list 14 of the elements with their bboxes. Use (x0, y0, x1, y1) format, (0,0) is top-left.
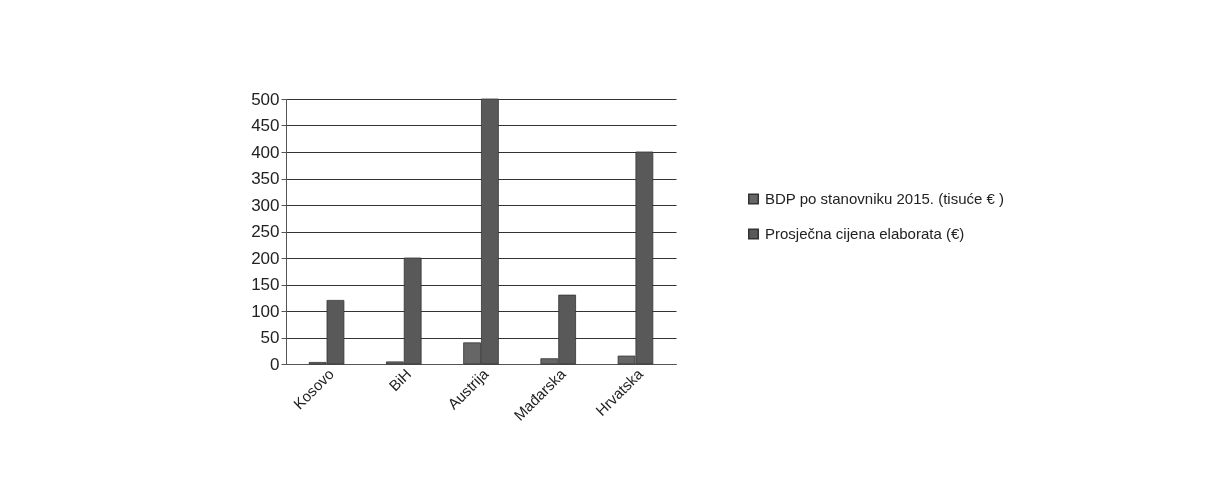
y-tick-label: 100 (251, 301, 280, 321)
y-tick-label: 350 (251, 169, 280, 188)
legend-label: BDP po stanovniku 2015. (tisuće € ) (765, 190, 1005, 207)
y-tick-label: 50 (260, 328, 280, 347)
y-tick-label: 300 (251, 195, 280, 215)
y-tick-label: 150 (251, 275, 280, 294)
y-tick-label: 200 (251, 248, 280, 268)
legend-label: Prosječna cijena elaborata (€) (765, 225, 965, 242)
y-tick-label: 500 (251, 89, 280, 109)
y-tick-label: 450 (251, 116, 280, 135)
y-tick-label: 0 (270, 354, 280, 374)
y-tick-label: 400 (251, 142, 280, 162)
y-tick-label: 250 (251, 222, 280, 241)
x-tick-label: BiH (385, 365, 415, 395)
